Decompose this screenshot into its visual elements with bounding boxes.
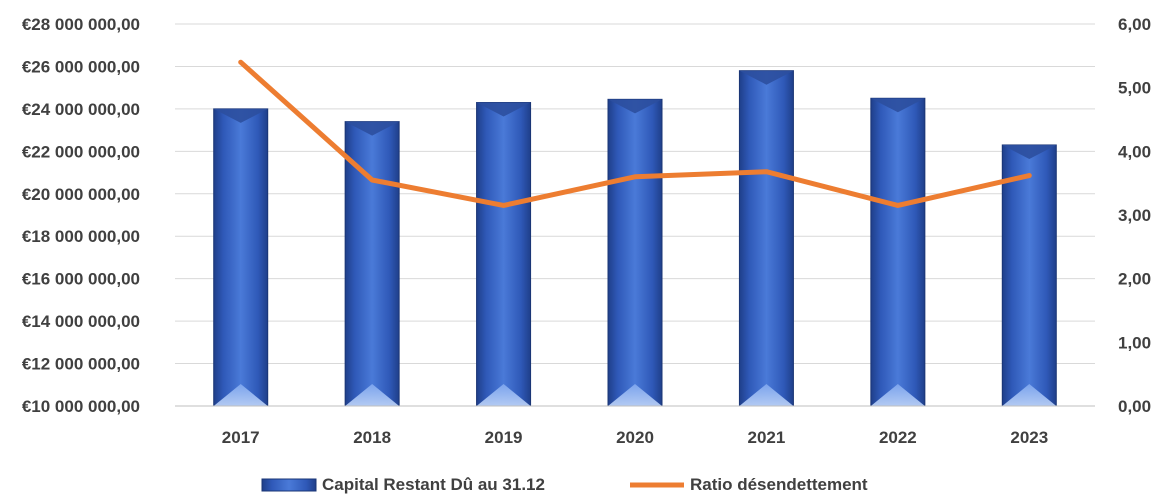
- left-tick-label: €24 000 000,00: [22, 100, 140, 119]
- right-tick-label: 3,00: [1118, 206, 1151, 225]
- bar-bottom-bevel: [476, 384, 531, 406]
- bar-top-bevel: [345, 121, 400, 136]
- x-axis: 2017 2018 2019 2020 2021 2022 2023: [175, 405, 1095, 447]
- bar-top-bevel: [739, 70, 794, 85]
- x-tick-label: 2023: [1010, 428, 1048, 447]
- bar: [476, 102, 532, 407]
- bar-body: [344, 121, 400, 407]
- bar: [870, 97, 926, 407]
- bar-body: [213, 108, 269, 407]
- bar-body: [607, 98, 663, 407]
- bar-top-bevel: [213, 108, 268, 123]
- legend-bar-swatch: [261, 478, 317, 492]
- bar: [1001, 144, 1057, 407]
- bar-top-bevel: [476, 102, 531, 117]
- right-y-axis: 0,00 1,00 2,00 3,00 4,00 5,00 6,00: [1118, 15, 1151, 416]
- bar: [213, 108, 269, 407]
- right-tick-label: 0,00: [1118, 397, 1151, 416]
- x-tick-label: 2020: [616, 428, 654, 447]
- legend-line-label: Ratio désendettement: [690, 475, 868, 494]
- bar-body: [1001, 144, 1057, 407]
- bar-bottom-bevel: [345, 384, 400, 406]
- right-tick-label: 4,00: [1118, 142, 1151, 161]
- bar: [607, 98, 663, 407]
- bar-bottom-bevel: [870, 384, 925, 406]
- left-tick-label: €18 000 000,00: [22, 227, 140, 246]
- bar-bottom-bevel: [1002, 384, 1057, 406]
- left-tick-label: €20 000 000,00: [22, 185, 140, 204]
- left-tick-label: €28 000 000,00: [22, 15, 140, 34]
- left-tick-label: €14 000 000,00: [22, 312, 140, 331]
- legend-bar-label: Capital Restant Dû au 31.12: [322, 475, 545, 494]
- bar-bottom-bevel: [608, 384, 662, 406]
- x-tick-label: 2019: [485, 428, 523, 447]
- left-tick-label: €26 000 000,00: [22, 57, 140, 76]
- bar: [344, 121, 400, 407]
- bar-top-bevel: [608, 99, 662, 114]
- right-tick-label: 2,00: [1118, 270, 1151, 289]
- bar-top-bevel: [1002, 144, 1057, 159]
- left-tick-label: €10 000 000,00: [22, 397, 140, 416]
- bar-bottom-bevel: [739, 384, 794, 406]
- bar-body: [870, 97, 926, 407]
- bar-bottom-bevel: [213, 384, 268, 406]
- right-tick-label: 5,00: [1118, 79, 1151, 98]
- bar-body: [738, 70, 794, 407]
- x-tick-label: 2022: [879, 428, 917, 447]
- bar-series: [213, 70, 1057, 407]
- left-y-axis: €10 000 000,00 €12 000 000,00 €14 000 000,…: [22, 15, 140, 416]
- bar-top-bevel: [870, 98, 925, 113]
- x-tick-label: 2021: [748, 428, 786, 447]
- left-tick-label: €22 000 000,00: [22, 142, 140, 161]
- left-tick-label: €16 000 000,00: [22, 270, 140, 289]
- x-tick-label: 2018: [353, 428, 391, 447]
- bar: [738, 70, 794, 407]
- bar-body: [476, 102, 532, 407]
- line-series: [238, 59, 1032, 208]
- legend: Capital Restant Dû au 31.12 Ratio désende…: [261, 475, 868, 494]
- x-tick-label: 2017: [222, 428, 260, 447]
- right-tick-label: 6,00: [1118, 15, 1151, 34]
- right-tick-label: 1,00: [1118, 333, 1151, 352]
- left-tick-label: €12 000 000,00: [22, 355, 140, 374]
